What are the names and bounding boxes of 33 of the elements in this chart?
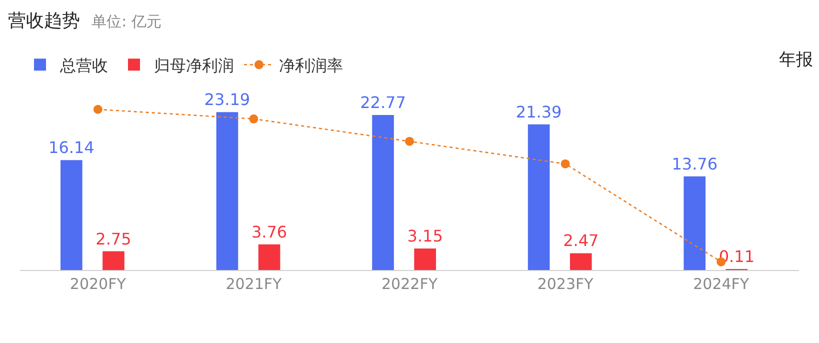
data-label: 3.76 [251, 222, 288, 242]
data-label: 16.14 [48, 138, 94, 158]
x-tick-label: 2020FY [70, 275, 127, 293]
bar [60, 160, 82, 270]
point [405, 136, 414, 146]
legend-label: 净利润率 [279, 56, 343, 75]
point [249, 114, 258, 124]
x-tick-label: 2023FY [537, 275, 594, 293]
chart-subtitle: 单位: 亿元 [92, 12, 162, 30]
point [93, 104, 102, 114]
data-label: 2.47 [563, 231, 599, 250]
data-label: 22.77 [360, 93, 406, 112]
bar [258, 244, 280, 270]
x-tick-label: 2022FY [382, 275, 438, 293]
data-label: 2.75 [96, 229, 132, 248]
point [560, 159, 570, 168]
bar [102, 251, 124, 270]
bar [372, 115, 394, 270]
bar [570, 253, 592, 270]
bar [216, 112, 238, 270]
legend-label: 总营收 [59, 56, 108, 75]
x-tick-label: 2021FY [226, 275, 283, 293]
chart-title: 营收趋势 [8, 10, 80, 32]
data-label: 3.15 [407, 226, 443, 246]
bar [414, 248, 436, 270]
x-tick-label: 2024FY [693, 275, 750, 293]
data-label: 23.19 [204, 90, 250, 110]
legend-label: 归母净利润 [154, 56, 234, 75]
text: 年报 [779, 50, 813, 70]
data-label: 13.76 [672, 154, 718, 174]
bar [684, 176, 706, 270]
data-label: 21.39 [516, 102, 562, 122]
bar [528, 124, 550, 270]
